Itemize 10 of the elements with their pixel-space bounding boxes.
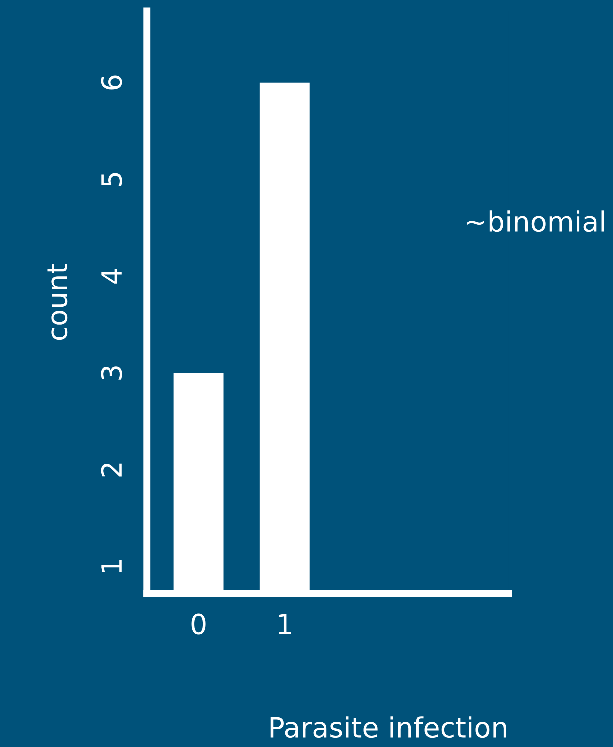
y-tick-label: 4 [102, 269, 122, 284]
annotation: ~binomial [467, 210, 604, 232]
y-tick-label: 5 [102, 173, 122, 186]
y-tick-label: 6 [101, 76, 122, 90]
x-tick-label: 0 [192, 614, 206, 635]
y-tick-label: 2 [101, 464, 122, 477]
y-tick-label: 1 [102, 560, 122, 573]
y-axis-title: count [48, 264, 68, 340]
y-tick-label: 3 [101, 366, 122, 380]
x-axis-title: Parasite infection [270, 716, 506, 738]
